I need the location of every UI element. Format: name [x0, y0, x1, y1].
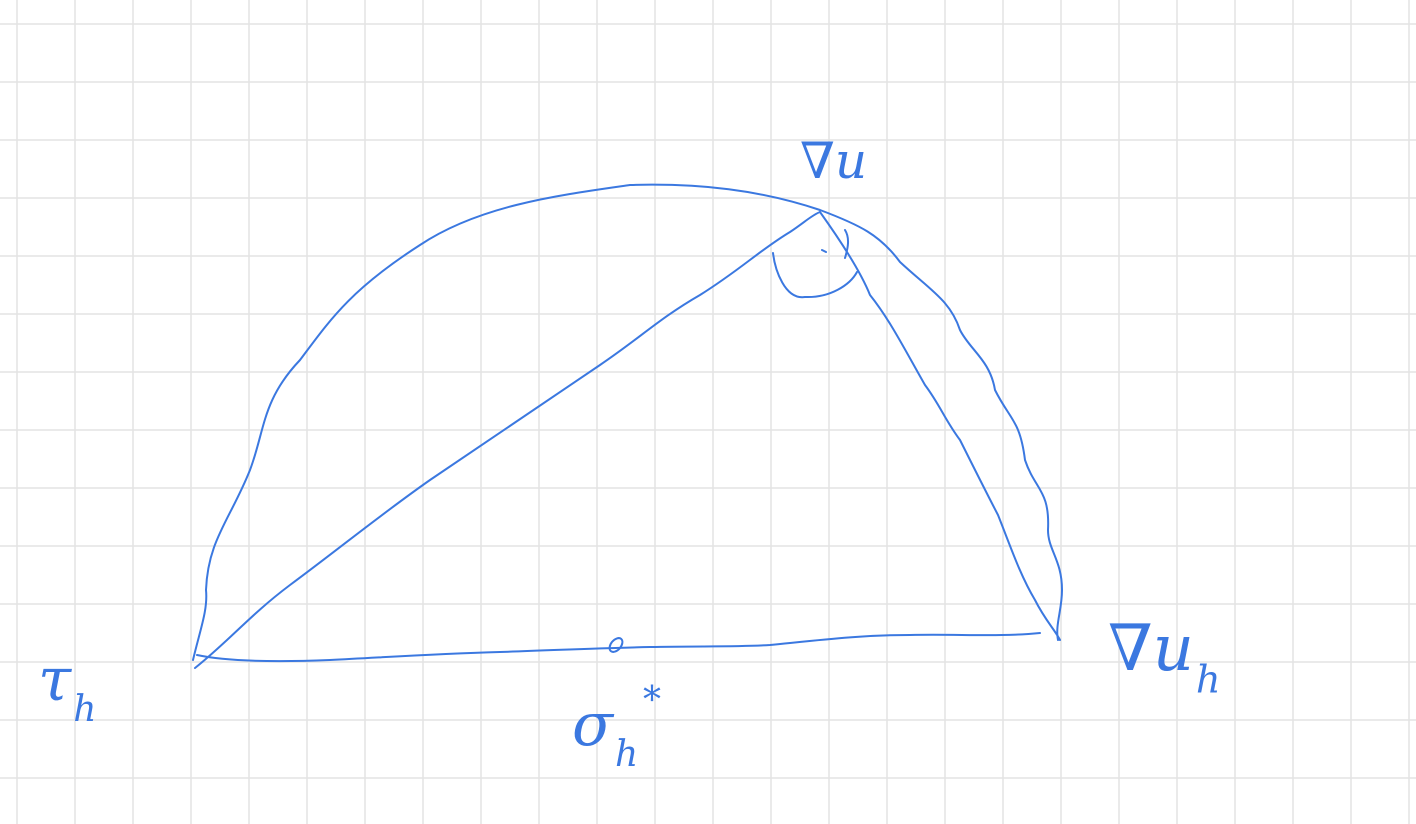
right-curve	[819, 211, 1061, 641]
handwritten-label: τ	[38, 645, 72, 715]
inner-curve	[194, 211, 821, 669]
label-superscript: *	[643, 680, 661, 721]
handwritten-label: ∇u	[800, 132, 867, 190]
label-subscript: h	[615, 734, 638, 775]
outer-curve	[192, 183, 1063, 661]
label-subscript: h	[1196, 657, 1221, 702]
base-curve	[196, 632, 1041, 663]
handwritten-label: ∇u	[1108, 612, 1194, 686]
point	[608, 637, 624, 653]
angle-mark	[821, 229, 849, 259]
angle-arc	[772, 252, 858, 299]
label-subscript: h	[73, 689, 96, 730]
handwritten-label: σ	[572, 690, 615, 760]
